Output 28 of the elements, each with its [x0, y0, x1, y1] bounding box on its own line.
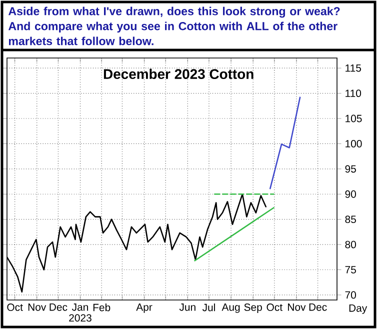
line-series: [270, 96, 301, 190]
text: 2023: [69, 314, 92, 322]
x-axis-title: Day: [349, 304, 368, 314]
y-tick-label: 80: [345, 240, 356, 248]
y-tick-label: 75: [345, 266, 356, 274]
x-tick-label: Jul: [202, 304, 215, 312]
y-tick-label: 110: [346, 90, 362, 98]
x-tick-label: Apr: [136, 304, 152, 313]
x-tick-label: Dec: [309, 304, 327, 311]
y-tick-label: 90: [345, 190, 356, 198]
y-tick-label: 105: [346, 114, 362, 122]
text: December 2023 Cotton: [104, 68, 254, 80]
x-tick-label: Oct: [266, 304, 282, 311]
chart-title: Aside from what I've drawn, does this look strong or weak? And compare what you see in Cotton with ALL of the other markets that follow below.: [8, 6, 340, 46]
x-tick-label: Feb: [93, 304, 110, 312]
x-tick-label: Nov: [28, 304, 46, 311]
y-tick-label: 115: [346, 64, 362, 72]
x-tick-label: Jun: [179, 304, 196, 311]
y-tick-label: 100: [346, 140, 362, 148]
x-tick-label: Nov: [288, 304, 306, 311]
y-tick-label: 85: [345, 216, 356, 224]
y-tick-label: 95: [345, 165, 356, 173]
x-tick-label: Jan: [72, 304, 88, 311]
x-tick-label: Dec: [50, 304, 68, 311]
y-tick-label: 70: [345, 291, 356, 299]
x-tick-label: Oct: [7, 304, 23, 311]
x-tick-label: Sep: [244, 304, 262, 313]
x-tick-label: Aug: [222, 304, 240, 313]
